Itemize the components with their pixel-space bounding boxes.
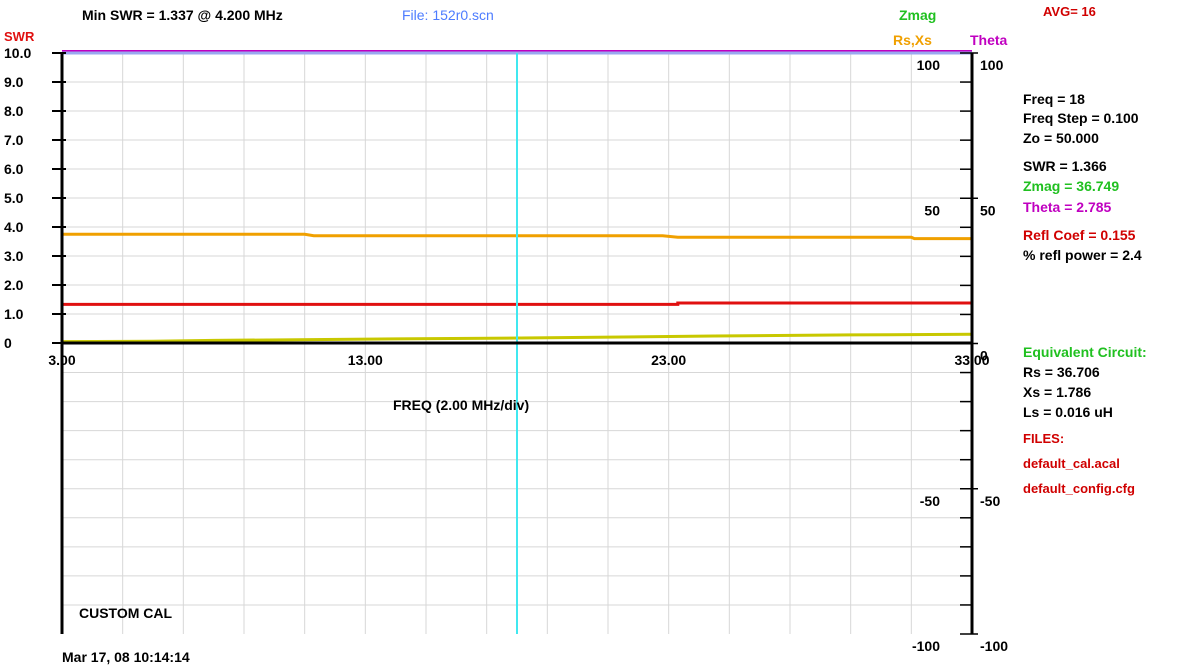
freq-readout: Freq = 18 <box>1023 91 1085 107</box>
chart-axes <box>52 52 978 635</box>
config-file-name: default_config.cfg <box>1023 481 1135 496</box>
swr-tick-label: 4.0 <box>4 219 24 235</box>
swr-tick-label: 0 <box>4 335 12 351</box>
min-swr-readout: Min SWR = 1.337 @ 4.200 MHz <box>82 7 283 23</box>
file-name: File: 152r0.scn <box>402 7 494 23</box>
zmag-readout: Zmag = 36.749 <box>1023 178 1119 194</box>
rsxs-tick-label: -50 <box>920 493 940 509</box>
swr-tick-label: 9.0 <box>4 74 24 90</box>
theta-tick-label: -100 <box>980 638 1008 654</box>
theta-tick-label: 100 <box>980 57 1004 73</box>
x-tick-label: 3.00 <box>48 352 75 368</box>
swr-tick-label: 6.0 <box>4 161 24 177</box>
rsxs-axis-label: Rs,Xs <box>893 32 932 48</box>
zmag-axis-label: Zmag <box>899 7 936 23</box>
files-title: FILES: <box>1023 431 1064 446</box>
xs-readout: Xs = 1.786 <box>1023 384 1091 400</box>
swr-tick-label: 8.0 <box>4 103 24 119</box>
swr-tick-label: 3.0 <box>4 248 24 264</box>
swr-tick-label: 2.0 <box>4 277 24 293</box>
timestamp: Mar 17, 08 10:14:14 <box>62 649 190 665</box>
refl-power-readout: % refl power = 2.4 <box>1023 247 1142 263</box>
swr-readout: SWR = 1.366 <box>1023 158 1107 174</box>
equivalent-circuit-title: Equivalent Circuit: <box>1023 344 1147 360</box>
cal-file-name: default_cal.acal <box>1023 456 1120 471</box>
refl-coef-readout: Refl Coef = 0.155 <box>1023 227 1136 243</box>
series-line-xs <box>61 332 973 344</box>
chart-series <box>61 50 973 634</box>
x-axis-label: FREQ (2.00 MHz/div) <box>393 397 529 413</box>
swr-tick-label: 10.0 <box>4 45 31 61</box>
theta-readout: Theta = 2.785 <box>1023 199 1112 215</box>
avg-readout: AVG= 16 <box>1043 4 1096 19</box>
rs-readout: Rs = 36.706 <box>1023 364 1100 380</box>
swr-tick-label: 5.0 <box>4 190 24 206</box>
freq-step-readout: Freq Step = 0.100 <box>1023 110 1139 126</box>
x-tick-label: 33.00 <box>954 352 989 368</box>
rsxs-tick-label: -100 <box>912 638 940 654</box>
zo-readout: Zo = 50.000 <box>1023 130 1099 146</box>
swr-axis-label: SWR <box>4 29 35 44</box>
swr-tick-label: 1.0 <box>4 306 24 322</box>
swr-tick-label: 7.0 <box>4 132 24 148</box>
series-line-rs <box>62 232 972 241</box>
theta-tick-label: -50 <box>980 493 1000 509</box>
theta-axis-label: Theta <box>970 32 1008 48</box>
rsxs-tick-label: 100 <box>917 57 941 73</box>
theta-tick-label: 50 <box>980 202 996 218</box>
series-line-swr <box>62 301 972 306</box>
cal-mode-label: CUSTOM CAL <box>79 605 173 621</box>
x-tick-label: 23.00 <box>651 352 686 368</box>
ls-readout: Ls = 0.016 uH <box>1023 404 1113 420</box>
rsxs-tick-label: 50 <box>924 202 940 218</box>
theta-tick-label: 0 <box>980 348 988 364</box>
x-tick-label: 13.00 <box>348 352 383 368</box>
chart-tick-labels: 0 1.0 2.0 3.0 4.0 5.0 6.0 7.0 8.0 9.0 10.0 100 50 -50… <box>4 45 1008 654</box>
